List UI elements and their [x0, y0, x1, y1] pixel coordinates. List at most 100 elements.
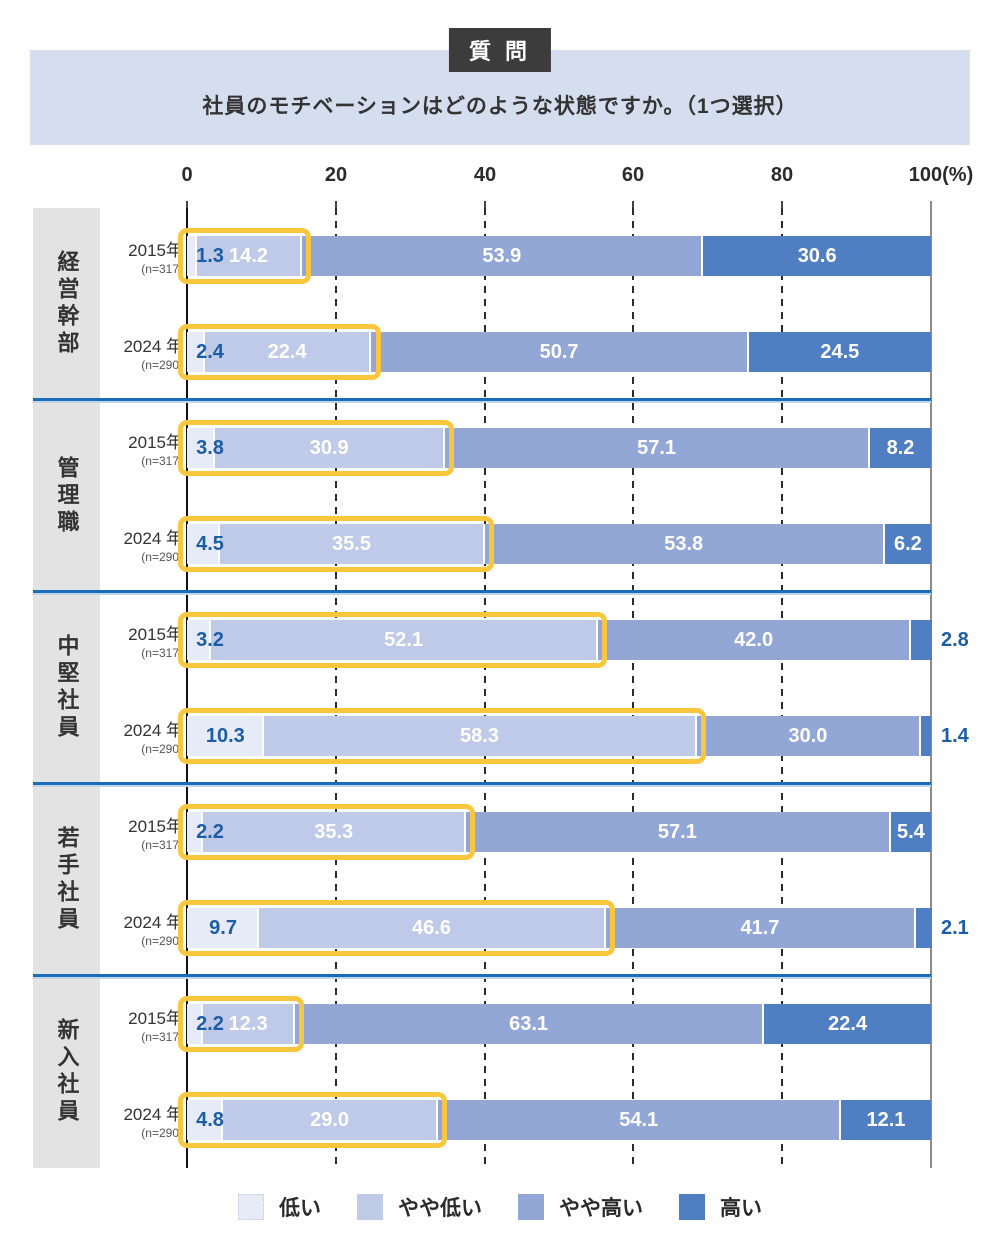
bar-segment-低い — [187, 524, 221, 564]
plot-right-line — [930, 208, 932, 1168]
stacked-bar: 14.2 53.9 30.6 1.3 — [178, 228, 931, 284]
axis-tick-label-80: 80 — [770, 164, 794, 186]
bar-segment-低い — [187, 716, 264, 756]
chart-section: 若手社員 2015年 (n=317) 35.3 57.1 5.4 2.2 2024 年 (n=2… — [33, 784, 969, 977]
chart-section: 新入社員 2015年 (n=317) 12.3 63.1 22.4 2.2 2024 年 (n=… — [33, 976, 931, 1168]
year-label: 2024 年 — [123, 913, 183, 932]
stacked-bar: 35.3 57.1 5.4 2.2 — [178, 804, 931, 860]
sample-size-label: (n=290) — [141, 934, 183, 948]
row-label: 2024 年 (n=290) — [100, 1072, 190, 1168]
value-label-low: 9.7 — [209, 917, 237, 939]
stacked-bar: 29.0 54.1 12.1 4.8 — [178, 1092, 931, 1148]
stacked-bar: 22.4 50.7 24.5 2.4 — [178, 324, 931, 380]
bar-segment-やや低い: 35.5 — [220, 524, 485, 564]
bar-row: 2015年 (n=317) 30.9 57.1 8.2 3.8 — [33, 400, 931, 496]
legend-swatch-やや高い — [518, 1194, 544, 1220]
axis-tick — [632, 201, 635, 213]
bar-segment-低い — [187, 332, 205, 372]
bar-segment-やや高い: 42.0 — [598, 620, 911, 660]
legend-swatch-高い — [679, 1194, 705, 1220]
row-label: 2015年 (n=317) — [100, 592, 190, 688]
question-text: 社員のモチベーションはどのような状態ですか。（1つ選択） — [202, 94, 798, 118]
row-label: 2015年 (n=317) — [100, 976, 190, 1072]
category-label: 若手社員 — [54, 826, 80, 934]
legend: 低い やや低い やや高い 高い — [0, 1192, 1000, 1222]
year-label: 2015年 — [128, 817, 183, 836]
bar-segment-高い: 12.1 — [840, 1100, 931, 1140]
legend-label: 高い — [720, 1197, 762, 1220]
stacked-bar: 30.9 57.1 8.2 3.8 — [178, 420, 931, 476]
value-label-low: 3.2 — [196, 629, 224, 651]
axis-tick-label-0: 0 — [181, 164, 193, 186]
sample-size-label: (n=290) — [141, 1126, 183, 1140]
section-divider — [33, 782, 931, 785]
bar-segment-やや高い: 41.7 — [605, 908, 917, 948]
bar-segment-高い: 5.4 — [890, 812, 931, 852]
year-label: 2024 年 — [123, 529, 183, 548]
gridline — [781, 208, 784, 1168]
gridline — [334, 208, 337, 1168]
stacked-bar: 35.5 53.8 6.2 4.5 — [178, 516, 931, 572]
sample-size-label: (n=317) — [141, 838, 183, 852]
bar-segment-高い: 22.4 — [764, 1004, 931, 1044]
category-cell: 管理職 — [33, 400, 100, 592]
category-label: 経営幹部 — [54, 250, 80, 358]
bar-segment-やや高い: 57.1 — [465, 812, 891, 852]
bar-segment-高い: 8.2 — [869, 428, 931, 468]
section-divider — [33, 590, 931, 593]
section-divider — [33, 974, 931, 977]
bar-segment-高い — [916, 908, 932, 948]
chart-section: 経営幹部 2015年 (n=317) 14.2 53.9 30.6 1.3 2024 年 (n=… — [33, 208, 931, 401]
value-label-low: 4.5 — [196, 533, 224, 555]
stacked-bar: 12.3 63.1 22.4 2.2 — [178, 996, 931, 1052]
legend-item: やや高い — [518, 1192, 643, 1222]
sample-size-label: (n=317) — [141, 646, 183, 660]
bar-segment-やや高い: 30.0 — [697, 716, 921, 756]
category-cell: 中堅社員 — [33, 592, 100, 784]
axis-tick-label-20: 20 — [324, 164, 348, 186]
bar-segment-低い — [187, 620, 211, 660]
bar-segment-低い — [187, 908, 260, 948]
row-label: 2015年 (n=317) — [100, 784, 190, 880]
bar-segment-やや低い: 46.6 — [259, 908, 606, 948]
bar-segment-やや低い: 52.1 — [210, 620, 599, 660]
axis-tick — [781, 201, 784, 213]
bar-segment-低い — [187, 812, 204, 852]
axis-tick-label-40: 40 — [473, 164, 497, 186]
sample-size-label: (n=290) — [141, 550, 183, 564]
bar-row: 2024 年 (n=290) 35.5 53.8 6.2 4.5 — [33, 496, 931, 592]
bar-segment-やや高い: 54.1 — [438, 1100, 841, 1140]
sample-size-label: (n=290) — [141, 358, 183, 372]
bar-segment-高い: 6.2 — [884, 524, 931, 564]
row-label: 2015年 (n=317) — [100, 208, 190, 304]
sample-size-label: (n=290) — [141, 742, 183, 756]
section-divider — [33, 398, 931, 401]
row-label: 2024 年 (n=290) — [100, 496, 190, 592]
value-label-low: 2.2 — [196, 821, 224, 843]
row-label: 2024 年 (n=290) — [100, 880, 190, 976]
year-label: 2024 年 — [123, 721, 183, 740]
bar-segment-低い — [187, 236, 197, 276]
chart-section: 中堅社員 2015年 (n=317) 52.1 42.0 3.2 2.8 2024 年 (n=2… — [33, 592, 969, 785]
year-label: 2024 年 — [123, 1105, 183, 1124]
sample-size-label: (n=317) — [141, 262, 183, 276]
axis-tick-label-100: 100(%) — [908, 164, 974, 186]
bar-segment-やや低い: 29.0 — [222, 1100, 439, 1140]
bar-segment-やや高い: 63.1 — [294, 1004, 765, 1044]
bar-segment-やや高い: 50.7 — [371, 332, 749, 372]
category-cell: 新入社員 — [33, 976, 100, 1168]
value-label-low: 10.3 — [205, 725, 245, 747]
year-label: 2015年 — [128, 433, 183, 452]
category-cell: 経営幹部 — [33, 208, 100, 400]
legend-label: 低い — [279, 1197, 321, 1220]
row-label: 2024 年 (n=290) — [100, 304, 190, 400]
sample-size-label: (n=317) — [141, 1030, 183, 1044]
axis-tick — [186, 201, 188, 213]
bar-segment-高い — [910, 620, 932, 660]
bar-segment-高い — [920, 716, 931, 756]
y-axis-line — [186, 208, 188, 1168]
year-label: 2015年 — [128, 1009, 183, 1028]
value-label-outside: 2.1 — [941, 917, 969, 939]
axis-tick-label-60: 60 — [621, 164, 645, 186]
value-label-low: 1.3 — [196, 245, 224, 267]
